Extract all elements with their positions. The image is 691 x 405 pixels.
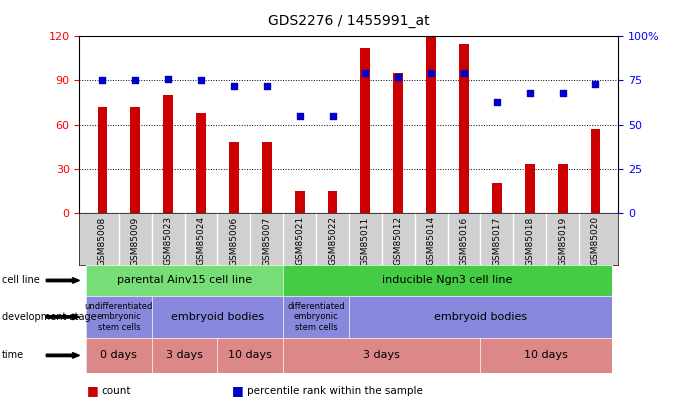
Text: 0 days: 0 days bbox=[100, 350, 138, 360]
Text: GDS2276 / 1455991_at: GDS2276 / 1455991_at bbox=[268, 14, 430, 28]
Text: GSM85007: GSM85007 bbox=[263, 216, 272, 266]
Bar bbox=[591, 129, 600, 213]
Text: embryoid bodies: embryoid bodies bbox=[434, 312, 527, 322]
Text: GSM85008: GSM85008 bbox=[98, 216, 107, 266]
Point bbox=[458, 70, 469, 77]
Text: parental Ainv15 cell line: parental Ainv15 cell line bbox=[117, 275, 252, 286]
Point bbox=[491, 98, 502, 105]
Text: percentile rank within the sample: percentile rank within the sample bbox=[247, 386, 423, 396]
Text: count: count bbox=[102, 386, 131, 396]
Point bbox=[360, 70, 371, 77]
Text: cell line: cell line bbox=[2, 275, 40, 286]
Point bbox=[97, 77, 108, 84]
Text: embryoid bodies: embryoid bodies bbox=[171, 312, 264, 322]
Point bbox=[590, 81, 601, 87]
Point bbox=[162, 75, 173, 82]
Text: undifferentiated
embryonic
stem cells: undifferentiated embryonic stem cells bbox=[85, 302, 153, 332]
Bar bbox=[426, 36, 436, 213]
Text: 3 days: 3 days bbox=[363, 350, 400, 360]
Text: GSM85016: GSM85016 bbox=[460, 216, 468, 266]
Point bbox=[557, 90, 568, 96]
Bar bbox=[361, 48, 370, 213]
Point bbox=[524, 90, 536, 96]
Bar bbox=[163, 95, 173, 213]
Text: ■: ■ bbox=[86, 384, 98, 397]
Bar bbox=[492, 183, 502, 213]
Text: GSM85006: GSM85006 bbox=[229, 216, 238, 266]
Point bbox=[426, 70, 437, 77]
Text: GSM85024: GSM85024 bbox=[196, 216, 205, 265]
Text: development stage: development stage bbox=[2, 312, 97, 322]
Bar bbox=[393, 73, 403, 213]
Point bbox=[130, 77, 141, 84]
Text: time: time bbox=[2, 350, 24, 360]
Text: inducible Ngn3 cell line: inducible Ngn3 cell line bbox=[382, 275, 513, 286]
Bar bbox=[97, 107, 107, 213]
Text: GSM85023: GSM85023 bbox=[164, 216, 173, 265]
Point bbox=[261, 83, 272, 89]
Bar bbox=[295, 191, 305, 213]
Text: GSM85012: GSM85012 bbox=[394, 216, 403, 265]
Point bbox=[327, 113, 338, 119]
Bar bbox=[131, 107, 140, 213]
Point bbox=[294, 113, 305, 119]
Text: GSM85020: GSM85020 bbox=[591, 216, 600, 265]
Bar bbox=[558, 164, 567, 213]
Bar bbox=[459, 44, 469, 213]
Bar bbox=[524, 164, 535, 213]
Text: GSM85021: GSM85021 bbox=[295, 216, 304, 265]
Text: differentiated
embryonic
stem cells: differentiated embryonic stem cells bbox=[287, 302, 345, 332]
Text: GSM85019: GSM85019 bbox=[558, 216, 567, 266]
Text: GSM85014: GSM85014 bbox=[426, 216, 435, 265]
Text: 10 days: 10 days bbox=[524, 350, 568, 360]
Point bbox=[392, 74, 404, 80]
Text: 3 days: 3 days bbox=[167, 350, 203, 360]
Bar bbox=[328, 191, 337, 213]
Text: 10 days: 10 days bbox=[229, 350, 272, 360]
Point bbox=[229, 83, 240, 89]
Text: GSM85017: GSM85017 bbox=[493, 216, 502, 266]
Bar bbox=[262, 142, 272, 213]
Text: GSM85018: GSM85018 bbox=[525, 216, 534, 266]
Text: GSM85022: GSM85022 bbox=[328, 216, 337, 265]
Point bbox=[196, 77, 207, 84]
Text: GSM85009: GSM85009 bbox=[131, 216, 140, 266]
Text: GSM85011: GSM85011 bbox=[361, 216, 370, 266]
Bar bbox=[196, 113, 206, 213]
Bar bbox=[229, 142, 239, 213]
Text: ■: ■ bbox=[231, 384, 243, 397]
